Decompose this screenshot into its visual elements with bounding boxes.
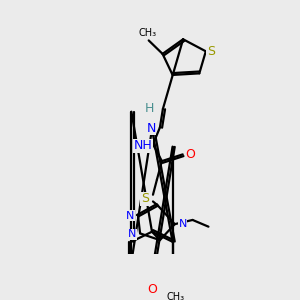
Text: O: O <box>147 283 157 296</box>
Text: N: N <box>178 219 187 229</box>
Text: N: N <box>146 122 156 135</box>
Text: H: H <box>144 103 154 116</box>
Text: NH: NH <box>134 140 152 152</box>
Text: CH₃: CH₃ <box>139 28 157 38</box>
Text: S: S <box>141 192 149 206</box>
Text: N: N <box>128 229 136 239</box>
Text: O: O <box>186 148 196 161</box>
Text: N: N <box>126 211 134 221</box>
Text: CH₃: CH₃ <box>167 292 185 300</box>
Text: S: S <box>207 45 215 58</box>
